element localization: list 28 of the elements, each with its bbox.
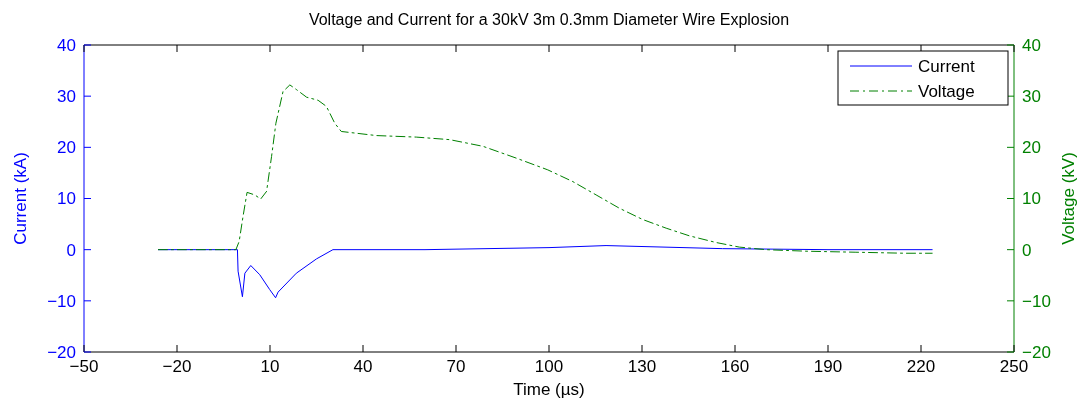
x-tick-label: 220 bbox=[906, 357, 936, 376]
x-tick-label: 250 bbox=[999, 357, 1029, 376]
y-tick-label: 10 bbox=[57, 189, 76, 209]
x-tick-label: 10 bbox=[260, 357, 280, 376]
legend-label: Current bbox=[918, 56, 975, 76]
x-tick-label: 160 bbox=[720, 357, 750, 376]
y2-tick-label: 40 bbox=[1022, 35, 1041, 55]
y2-axis-title: Voltage (kV) bbox=[1059, 152, 1078, 245]
y2-tick-label: 20 bbox=[1022, 138, 1041, 158]
x-tick-label: 130 bbox=[627, 357, 657, 376]
y-axis-title: Current (kA) bbox=[11, 152, 30, 245]
y-tick-label: 30 bbox=[57, 87, 76, 107]
x-tick-label: 40 bbox=[353, 357, 373, 376]
y-tick-label: 0 bbox=[66, 240, 76, 260]
y2-tick-label: −10 bbox=[1022, 291, 1051, 311]
y-tick-label: −10 bbox=[47, 291, 76, 311]
y2-tick-label: 10 bbox=[1022, 189, 1041, 209]
y2-tick-label: 0 bbox=[1022, 240, 1032, 260]
x-tick-label: −20 bbox=[162, 357, 192, 376]
x-axis-title: Time (µs) bbox=[513, 380, 585, 399]
legend-label: Voltage bbox=[918, 81, 975, 101]
y2-tick-label: 30 bbox=[1022, 87, 1041, 107]
x-tick-label: 100 bbox=[534, 357, 564, 376]
y-tick-label: 20 bbox=[57, 138, 76, 158]
x-tick-label: 190 bbox=[813, 357, 843, 376]
y-tick-label: 40 bbox=[57, 35, 76, 55]
x-tick-label: 70 bbox=[446, 357, 466, 376]
chart-title: Voltage and Current for a 30kV 3m 0.3mm Diameter Wire Explosion bbox=[308, 11, 790, 28]
